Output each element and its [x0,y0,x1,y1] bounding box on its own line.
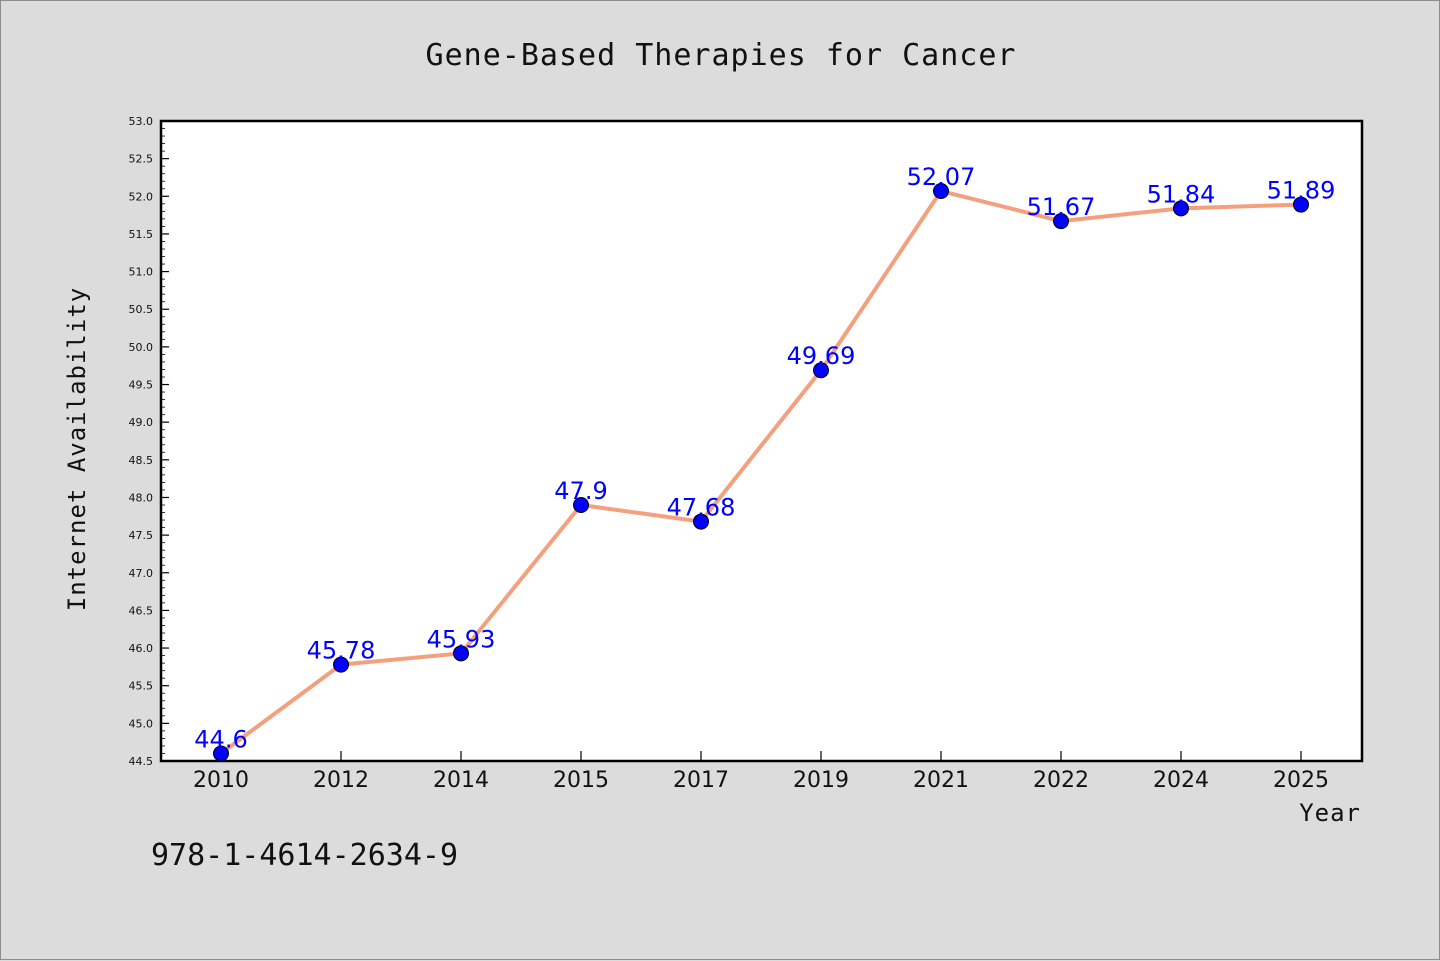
x-tick-label: 2019 [793,768,849,793]
y-tick-label: 49.5 [129,379,154,392]
data-label: 51.89 [1267,177,1336,205]
data-point [573,497,589,513]
data-point [933,183,949,200]
data-label: 45.93 [427,625,496,653]
y-tick-label: 45.5 [129,680,154,693]
y-tick-label: 44.5 [129,755,154,768]
y-tick-label: 49.0 [129,416,154,429]
y-tick-label: 47.5 [129,529,154,542]
data-label: 47.9 [554,477,607,505]
y-tick-label: 51.5 [129,228,154,241]
y-tick-label: 47.0 [129,567,154,580]
x-axis-label: Year [1299,799,1361,827]
data-point [333,656,349,673]
data-label: 44.6 [194,725,247,753]
data-label: 45.78 [307,637,376,665]
x-tick-label: 2024 [1153,768,1209,793]
data-labels: 44.6 45.78 45.93 47.9 47.68 49.69 52.07 51.67 51… [194,163,1335,753]
x-tick-label: 2017 [673,768,729,793]
y-tick-label: 52.5 [129,153,154,166]
y-tick-label: 46.0 [129,642,154,655]
x-tick-label: 2025 [1273,768,1329,793]
data-point [813,362,829,379]
data-point [453,645,469,662]
x-tick-label: 2012 [313,768,369,793]
x-axis-ticks: 2010 2012 2014 2015 2017 2019 2021 2022 2024 2025 [193,751,1329,793]
data-label: 47.68 [667,494,736,522]
y-axis-label: Internet Availability [63,287,91,611]
x-tick-label: 2015 [553,768,609,793]
x-tick-label: 2022 [1033,768,1089,793]
data-label: 49.69 [787,342,856,370]
y-tick-label: 46.5 [129,604,154,617]
y-tick-label: 48.5 [129,454,154,467]
data-point [213,745,229,762]
x-tick-label: 2010 [193,768,249,793]
plot-area [159,119,1364,763]
data-label: 51.67 [1027,193,1096,221]
y-tick-label: 52.0 [129,190,154,203]
data-point [1173,200,1189,217]
y-axis-ticks: 44.5 45.0 45.5 46.0 46.5 47.0 47.5 48.0 48.5 49.0… [129,115,169,768]
chart-title: Gene-Based Therapies for Cancer [426,38,1017,73]
y-tick-label: 51.0 [129,266,154,279]
isbn-annotation: 978-1-4614-2634-9 [151,838,458,873]
y-tick-label: 48.0 [129,491,154,504]
x-tick-label: 2014 [433,768,489,793]
y-tick-label: 45.0 [129,717,154,730]
y-tick-label: 53.0 [129,115,154,128]
y-tick-label: 50.5 [129,303,154,316]
data-label: 52.07 [907,163,976,191]
data-point [1053,213,1069,230]
series-line [219,189,1303,756]
x-tick-label: 2021 [913,768,969,793]
data-point [1293,196,1309,213]
data-label: 51.84 [1147,180,1216,208]
y-tick-label: 50.0 [129,341,154,354]
data-point [693,513,709,530]
series-markers [213,183,1309,762]
